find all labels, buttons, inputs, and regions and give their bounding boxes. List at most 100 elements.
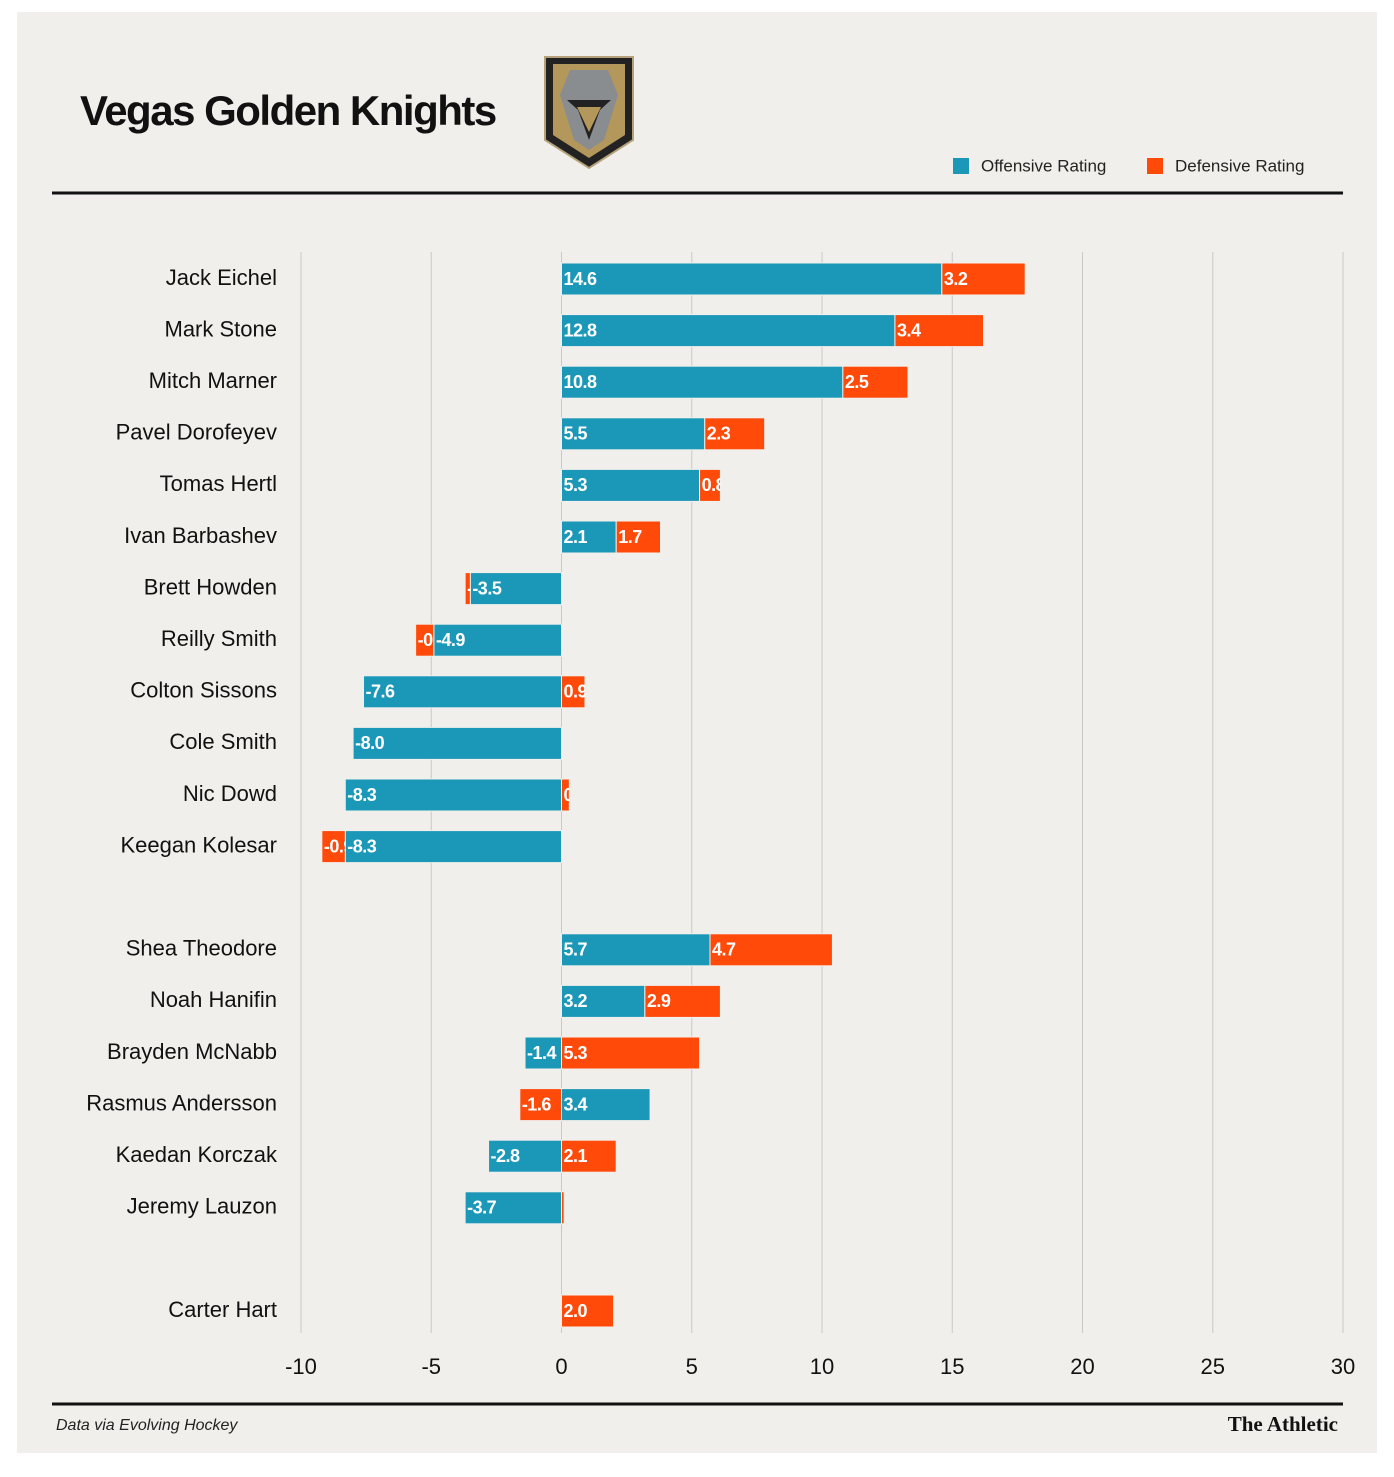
bar bbox=[842, 365, 909, 399]
data-label: 1.7 bbox=[618, 527, 642, 547]
category-label: Carter Hart bbox=[168, 1297, 277, 1322]
category-label: Tomas Hertl bbox=[160, 471, 277, 496]
x-tick-label: 0 bbox=[555, 1354, 567, 1379]
bar bbox=[561, 1294, 615, 1328]
bar-segment-group: 5.5 bbox=[561, 417, 706, 451]
data-label: 5.3 bbox=[564, 475, 588, 495]
category-label: Brayden McNabb bbox=[107, 1039, 277, 1064]
data-label: -4.9 bbox=[436, 630, 466, 650]
x-tick-label: 5 bbox=[686, 1354, 698, 1379]
data-label: -2.8 bbox=[491, 1146, 521, 1166]
bar bbox=[321, 830, 346, 864]
data-label: 10.8 bbox=[564, 372, 598, 392]
bar-segment-group: -2.8 bbox=[488, 1139, 562, 1173]
bar bbox=[699, 468, 721, 502]
chart-title: Vegas Golden Knights bbox=[80, 87, 496, 134]
bar bbox=[561, 1139, 617, 1173]
bar-segment-group: -3.7 bbox=[464, 1191, 562, 1225]
bar-segment-group: 3.4 bbox=[561, 1088, 651, 1122]
category-label: Keegan Kolesar bbox=[120, 832, 277, 857]
bar-segment-group: 2.5 bbox=[842, 365, 909, 399]
bar-segment-group: 2.3 bbox=[704, 417, 766, 451]
category-label: Rasmus Andersson bbox=[86, 1090, 277, 1115]
bar bbox=[644, 984, 721, 1018]
data-label: 2.0 bbox=[564, 1301, 588, 1321]
bar bbox=[941, 262, 1026, 296]
x-tick-label: 25 bbox=[1201, 1354, 1225, 1379]
data-label: -1.4 bbox=[527, 1043, 557, 1063]
bar bbox=[519, 1088, 563, 1122]
x-tick-label: 30 bbox=[1331, 1354, 1355, 1379]
data-label: 0.8 bbox=[702, 475, 726, 495]
data-label: 3.2 bbox=[564, 991, 588, 1011]
bar-segment-group: 0.8 bbox=[699, 468, 726, 502]
bar bbox=[709, 933, 833, 967]
category-label: Cole Smith bbox=[169, 729, 277, 754]
team-logo bbox=[544, 56, 634, 170]
x-tick-label: -5 bbox=[421, 1354, 441, 1379]
data-label: -8.3 bbox=[347, 836, 377, 856]
bar-segment-group: 1.7 bbox=[615, 520, 661, 554]
bar bbox=[561, 933, 711, 967]
bar bbox=[561, 1088, 651, 1122]
x-tick-label: -10 bbox=[285, 1354, 317, 1379]
data-label: 0.1 bbox=[564, 1198, 588, 1218]
bar-segment-group: 3.2 bbox=[561, 984, 646, 1018]
bar-segment-group: -1.4 bbox=[524, 1036, 563, 1070]
bar-segment-group: 3.4 bbox=[894, 314, 985, 348]
bar bbox=[433, 623, 563, 657]
source-note: Data via Evolving Hockey bbox=[56, 1417, 238, 1434]
category-label: Brett Howden bbox=[144, 574, 277, 599]
bar-segment-group: 0.9 bbox=[561, 675, 586, 709]
category-label: Pavel Dorofeyev bbox=[116, 420, 277, 445]
bar-segment-group: 2.1 bbox=[561, 1139, 617, 1173]
bar-segment-group: 2.9 bbox=[644, 984, 721, 1018]
data-label: 5.5 bbox=[564, 424, 588, 444]
data-label: 2.3 bbox=[707, 424, 731, 444]
data-label: -3.5 bbox=[472, 578, 502, 598]
bar bbox=[561, 314, 896, 348]
bar-segment-group: -8.3 bbox=[344, 830, 562, 864]
data-label: -8.0 bbox=[355, 733, 385, 753]
x-tick-label: 20 bbox=[1070, 1354, 1094, 1379]
bar-segment-group: 5.3 bbox=[561, 468, 701, 502]
category-label: Mitch Marner bbox=[149, 368, 277, 393]
bar bbox=[561, 468, 701, 502]
bar-segment-group: -1.6 bbox=[519, 1088, 563, 1122]
data-label: 5.3 bbox=[564, 1043, 588, 1063]
category-label: Shea Theodore bbox=[126, 936, 277, 961]
bar bbox=[561, 417, 706, 451]
bar bbox=[344, 830, 562, 864]
bar-segment-group: 2.0 bbox=[561, 1294, 615, 1328]
bar-segment-group: 2.1 bbox=[561, 520, 617, 554]
bar bbox=[352, 726, 562, 760]
data-label: -0.7 bbox=[418, 630, 448, 650]
category-label: Colton Sissons bbox=[130, 678, 277, 703]
bar bbox=[344, 778, 562, 812]
bar-segment-group: 5.3 bbox=[561, 1036, 701, 1070]
bar bbox=[524, 1036, 563, 1070]
bar-segment-group: 5.7 bbox=[561, 933, 711, 967]
x-tick-label: 15 bbox=[940, 1354, 964, 1379]
legend-swatch bbox=[953, 158, 969, 174]
bar bbox=[704, 417, 766, 451]
bar bbox=[464, 1191, 562, 1225]
bar-segment-group: 0.3 bbox=[561, 778, 588, 812]
bar bbox=[464, 572, 471, 606]
data-label: -0.2 bbox=[467, 578, 497, 598]
data-label: -3.7 bbox=[467, 1198, 497, 1218]
data-label: 0.3 bbox=[564, 785, 588, 805]
data-label: 14.6 bbox=[564, 269, 598, 289]
data-label: 4.7 bbox=[712, 940, 736, 960]
data-label: 12.8 bbox=[564, 320, 598, 340]
bar bbox=[561, 365, 844, 399]
data-label: 3.4 bbox=[564, 1094, 588, 1114]
legend-label: Defensive Rating bbox=[1175, 156, 1304, 175]
bar-segment-group: -8.3 bbox=[344, 778, 562, 812]
category-label: Ivan Barbashev bbox=[124, 523, 277, 548]
category-label: Jeremy Lauzon bbox=[127, 1194, 277, 1219]
brand: The Athletic bbox=[1228, 1412, 1338, 1436]
category-label: Nic Dowd bbox=[183, 781, 277, 806]
data-label: -0.9 bbox=[324, 836, 354, 856]
